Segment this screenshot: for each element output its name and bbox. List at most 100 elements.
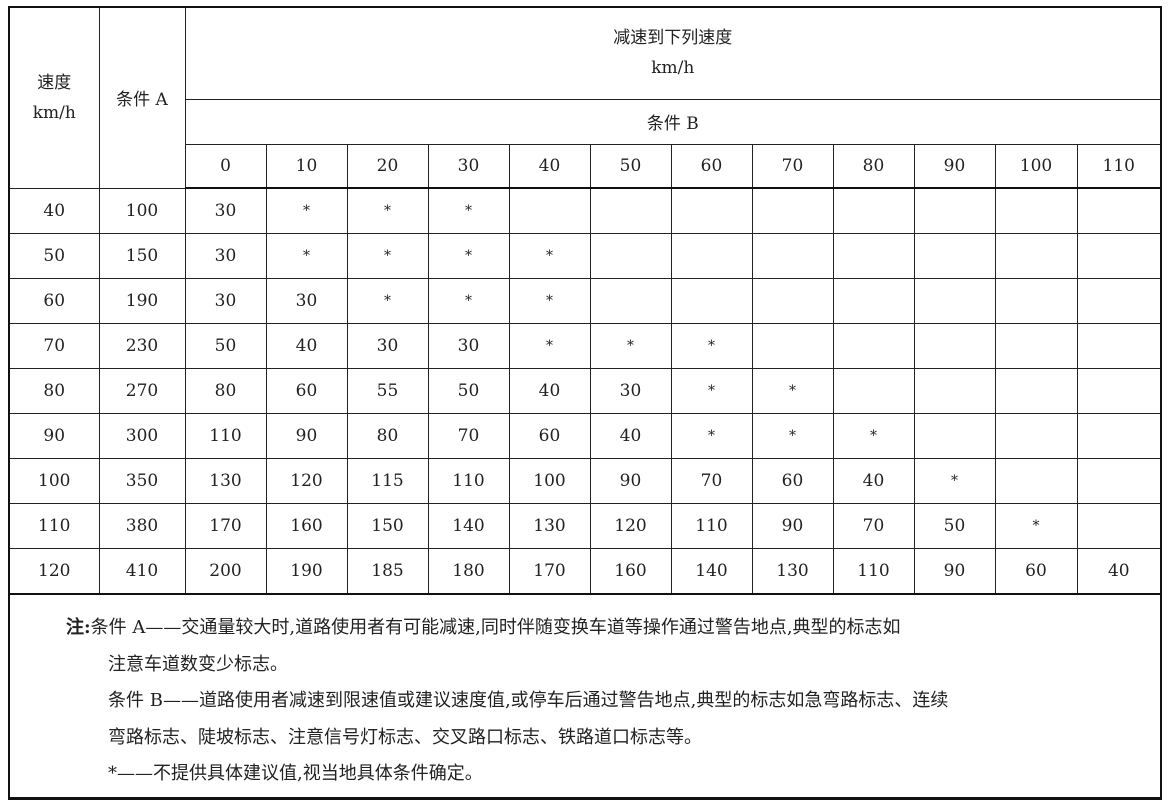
condition-b-cell: 60 (508, 413, 591, 459)
condition-b-cell: * (994, 503, 1078, 549)
condition-b-cell: 130 (184, 458, 267, 504)
target-speed-header: 110 (1076, 143, 1161, 189)
table-row: 60 190 30 30 * * * (10, 278, 1161, 324)
target-speed-header: 50 (589, 143, 672, 189)
condition-b-cell (913, 187, 996, 234)
condition-b-cell: 30 (265, 278, 348, 324)
condition-b-cell: 50 (184, 323, 267, 369)
condition-b-cell: 40 (1076, 548, 1161, 595)
speed-cell: 120 (10, 548, 100, 595)
table-row: 100 350 130 120 115 110 100 90 70 60 40 * (10, 458, 1161, 504)
table-row: 90 300 110 90 80 70 60 40 * * * (10, 413, 1161, 459)
table-row: 50 150 30 * * * * (10, 233, 1161, 279)
condition-a-cell: 190 (98, 278, 186, 324)
condition-b-cell: 90 (265, 413, 348, 459)
condition-b-cell: 115 (346, 458, 429, 504)
condition-b-cell: 60 (265, 368, 348, 414)
condition-b-cell (994, 368, 1078, 414)
condition-b-cell (832, 187, 915, 234)
table-row: 120 410 200 190 185 180 170 160 140 130 110 90 60 40 (10, 548, 1161, 595)
speed-cell: 110 (10, 503, 100, 549)
speed-cell: 90 (10, 413, 100, 459)
condition-b-cell: 30 (184, 187, 267, 234)
condition-a-cell: 300 (98, 413, 186, 459)
condition-b-cell: 140 (670, 548, 753, 595)
condition-b-cell: 190 (265, 548, 348, 595)
condition-b-cell (1076, 413, 1161, 459)
condition-b-cell: 50 (913, 503, 996, 549)
decel-unit: km/h (651, 58, 695, 79)
table-row: 40 100 30 * * * (10, 187, 1161, 234)
note-line: 条件 A——交通量较大时,道路使用者有可能减速,同时伴随变换车道等操作通过警告地… (90, 617, 901, 638)
condition-a-cell: 100 (98, 187, 186, 234)
condition-b-cell (1076, 458, 1161, 504)
decel-title: 减速到下列速度 (613, 28, 733, 49)
condition-b-cell (1076, 233, 1161, 279)
condition-b-cell: 70 (832, 503, 915, 549)
condition-b-cell: * (346, 278, 429, 324)
condition-b-cell: 100 (508, 458, 591, 504)
condition-b-cell: 185 (346, 548, 429, 595)
condition-b-cell: 130 (508, 503, 591, 549)
condition-b-cell: 40 (265, 323, 348, 369)
condition-b-cell: 110 (832, 548, 915, 595)
target-speed-header: 10 (265, 143, 348, 189)
condition-a-cell: 350 (98, 458, 186, 504)
speed-cell: 80 (10, 368, 100, 414)
condition-b-cell (994, 278, 1078, 324)
condition-b-cell: * (751, 413, 834, 459)
condition-b-cell (1076, 368, 1161, 414)
condition-b-cell: * (913, 458, 996, 504)
condition-b-cell (994, 187, 1078, 234)
condition-b-cell: 140 (427, 503, 510, 549)
condition-b-cell: 110 (670, 503, 753, 549)
deceleration-table: 速度 km/h 条件 A 减速到下列速度 km/h 条件 B 0 10 20 30 40… (10, 8, 1161, 595)
condition-a-cell: 380 (98, 503, 186, 549)
decel-header: 减速到下列速度 km/h (184, 8, 1161, 100)
condition-b-cell (994, 233, 1078, 279)
condition-b-cell: 180 (427, 548, 510, 595)
notes: 注:条件 A——交通量较大时,道路使用者有可能减速,同时伴随变换车道等操作通过警… (66, 610, 1156, 793)
condition-b-cell: * (832, 413, 915, 459)
condition-b-cell: * (346, 233, 429, 279)
condition-b-header: 条件 B (185, 98, 1161, 145)
condition-b-cell: 160 (589, 548, 672, 595)
condition-a-cell: 150 (98, 233, 186, 279)
condition-b-cell: 30 (427, 323, 510, 369)
condition-a-cell: 270 (98, 368, 186, 414)
condition-b-cell: * (751, 368, 834, 414)
condition-b-cell: 40 (508, 368, 591, 414)
condition-b-cell: 170 (508, 548, 591, 595)
target-speed-header: 90 (913, 143, 996, 189)
condition-b-cell (751, 233, 834, 279)
condition-b-cell: 90 (913, 548, 996, 595)
condition-b-cell (913, 233, 996, 279)
condition-b-cell (994, 458, 1078, 504)
condition-b-cell: * (670, 368, 753, 414)
note-asterisk: *——不提供具体建议值,视当地具体条件确定。 (108, 763, 483, 784)
condition-b-cell (832, 323, 915, 369)
condition-b-cell: * (589, 323, 672, 369)
condition-b-cell: 130 (751, 548, 834, 595)
speed-table-frame: 速度 km/h 条件 A 减速到下列速度 km/h 条件 B 0 10 20 30 40… (8, 6, 1162, 800)
condition-a-cell: 230 (98, 323, 186, 369)
condition-a-cell: 410 (98, 548, 186, 595)
condition-b-cell (913, 323, 996, 369)
condition-b-cell: * (508, 233, 591, 279)
condition-b-cell: * (427, 233, 510, 279)
condition-b-cell: 40 (589, 413, 672, 459)
condition-b-cell: 170 (184, 503, 267, 549)
target-speed-header: 70 (751, 143, 834, 189)
target-speed-header: 60 (670, 143, 753, 189)
condition-b-cell: 150 (346, 503, 429, 549)
speed-unit: km/h (32, 102, 76, 123)
speed-cell: 50 (10, 233, 100, 279)
condition-b-cell: 80 (346, 413, 429, 459)
table-row: 70 230 50 40 30 30 * * * (10, 323, 1161, 369)
condition-b-cell: * (508, 323, 591, 369)
condition-b-cell: 60 (994, 548, 1078, 595)
condition-b-cell: 80 (184, 368, 267, 414)
condition-b-cell: * (265, 233, 348, 279)
target-speed-header: 80 (832, 143, 915, 189)
condition-b-cell: 30 (184, 278, 267, 324)
